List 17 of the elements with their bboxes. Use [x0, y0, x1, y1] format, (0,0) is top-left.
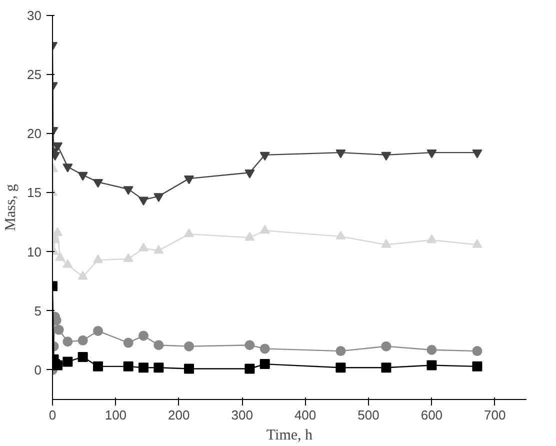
- x-tick-label: 500: [358, 408, 380, 422]
- x-tick-label: 0: [48, 408, 56, 422]
- x-tick-label: 700: [484, 408, 506, 422]
- y-tick-label: 25: [27, 67, 42, 82]
- y-tick-label: 15: [27, 185, 42, 200]
- y-axis-title: Mass, g: [3, 184, 20, 231]
- x-tick-label: 200: [168, 408, 190, 422]
- y-tick-label: 0: [34, 362, 42, 378]
- y-tick-label: 5: [34, 303, 42, 318]
- x-tick-label: 600: [420, 408, 443, 422]
- y-tick-label: 10: [27, 244, 42, 260]
- x-axis-title: Time, h: [266, 428, 314, 444]
- y-tick-label: 20: [27, 126, 42, 142]
- y-tick-label: 30: [27, 8, 42, 23]
- x-tick-label: 300: [231, 408, 253, 422]
- x-tick-label: 100: [104, 408, 127, 422]
- x-tick-label: 400: [294, 408, 316, 422]
